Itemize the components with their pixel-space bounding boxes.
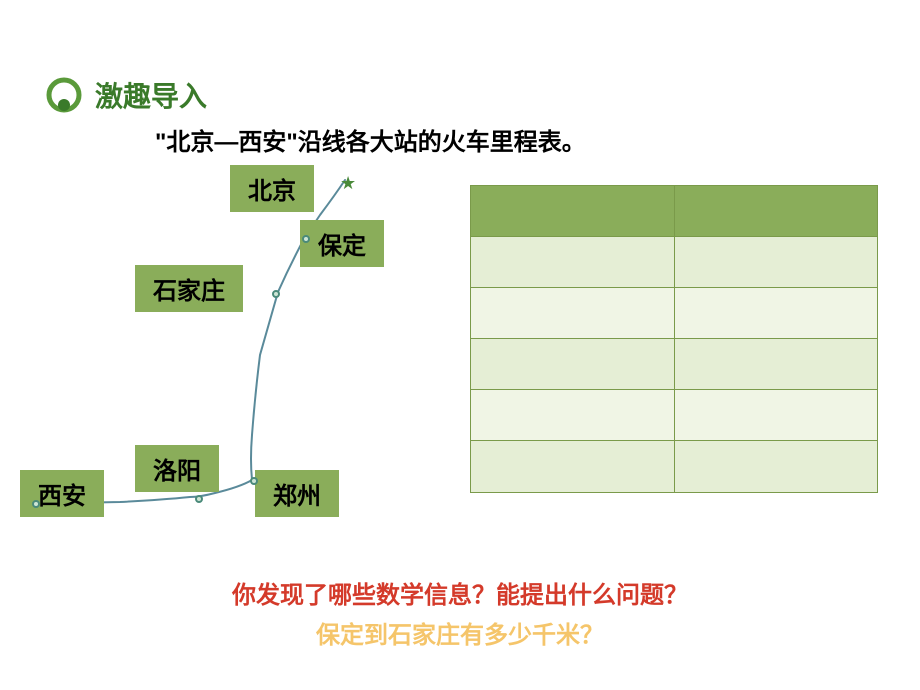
question-text-1: 你发现了哪些数学信息？能提出什么问题？ (0, 575, 920, 610)
table-row (471, 288, 877, 339)
table-cell (471, 186, 675, 236)
table-row (471, 237, 877, 288)
table-row (471, 339, 877, 390)
table-cell (471, 288, 675, 338)
section-title: 激趣导入 (95, 75, 207, 115)
star-icon: ★ (340, 173, 356, 194)
table-cell (675, 186, 878, 236)
table-cell (675, 237, 878, 287)
question-text-2: 保定到石家庄有多少千米？ (0, 615, 920, 650)
table-cell (471, 237, 675, 287)
city-label-shijiazhuang: 石家庄 (135, 265, 243, 312)
table-cell (471, 390, 675, 440)
section-header: 激趣导入 (45, 75, 207, 115)
table-cell (471, 339, 675, 389)
page-subtitle: "北京—西安"沿线各大站的火车里程表。 (155, 122, 586, 157)
mileage-table (470, 185, 878, 493)
ring-icon (45, 76, 83, 114)
table-row (471, 186, 877, 237)
table-cell (675, 441, 878, 492)
city-label-beijing: 北京 (230, 165, 314, 212)
station-dot-icon (272, 290, 280, 298)
route-map: 北京 ★ 保定 石家庄 郑州 洛阳 西安 (20, 155, 450, 525)
table-row (471, 441, 877, 492)
city-label-baoding: 保定 (300, 220, 384, 267)
station-dot-icon (32, 500, 40, 508)
city-label-luoyang: 洛阳 (135, 445, 219, 492)
station-dot-icon (195, 495, 203, 503)
table-row (471, 390, 877, 441)
table-cell (675, 390, 878, 440)
table-cell (675, 288, 878, 338)
station-dot-icon (302, 235, 310, 243)
table-cell (675, 339, 878, 389)
station-dot-icon (250, 477, 258, 485)
table-cell (471, 441, 675, 492)
city-label-xian: 西安 (20, 470, 104, 517)
city-label-zhengzhou: 郑州 (255, 470, 339, 517)
